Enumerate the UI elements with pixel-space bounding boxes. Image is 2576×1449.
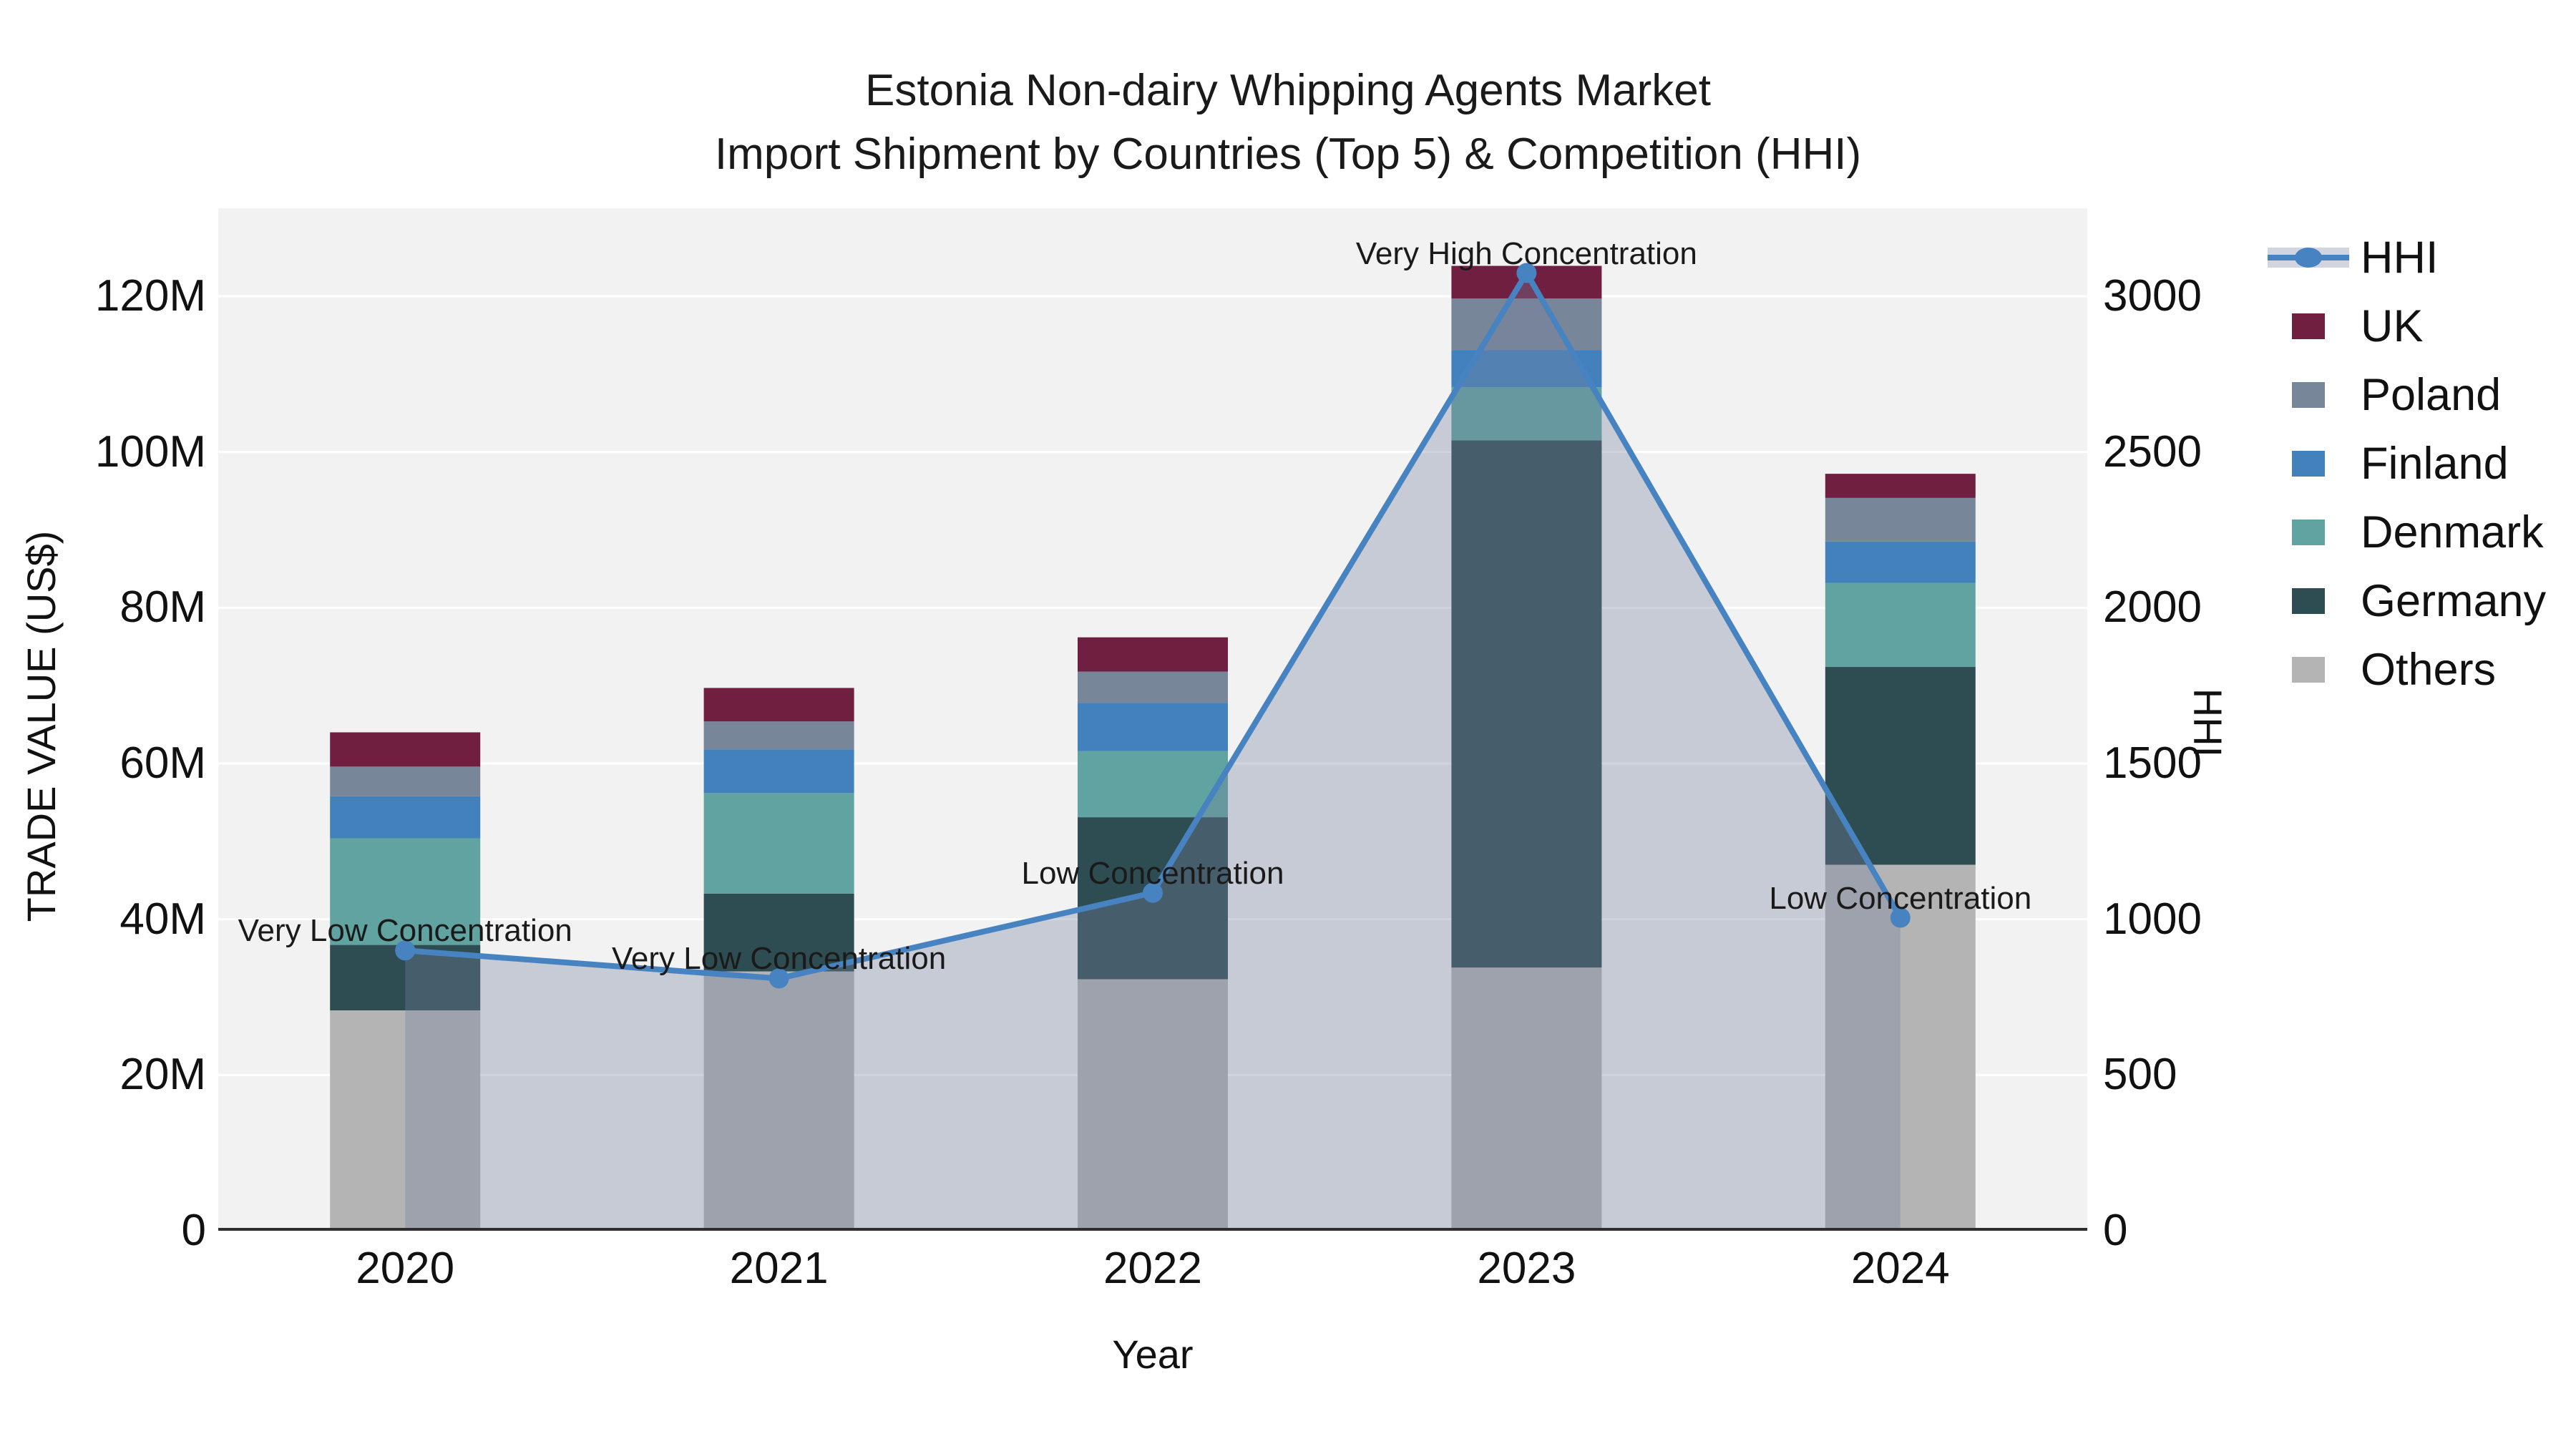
x-tick-label: 2020 xyxy=(356,1244,455,1293)
bar-segment-others-2022[interactable] xyxy=(1078,979,1228,1231)
hhi-marker-2024[interactable] xyxy=(1890,907,1911,928)
x-tick-label: 2022 xyxy=(1103,1244,1202,1293)
hhi-marker-2022[interactable] xyxy=(1143,882,1163,903)
bar-segment-denmark-2024[interactable] xyxy=(1825,582,1976,668)
bar-segment-uk-2021[interactable] xyxy=(703,688,854,722)
legend-label: HHI xyxy=(2361,233,2439,283)
bar-segment-denmark-2023[interactable] xyxy=(1451,387,1602,441)
bar-segment-denmark-2020[interactable] xyxy=(330,838,481,945)
bar-segment-others-2020[interactable] xyxy=(330,1010,481,1231)
y-axis-right-title: HHI xyxy=(2185,688,2230,758)
y-left-tick-label: 0 xyxy=(181,1206,206,1255)
hhi-marker-2021[interactable] xyxy=(769,968,789,989)
x-axis-title: Year xyxy=(1112,1332,1194,1377)
legend-label: Poland xyxy=(2361,370,2502,420)
y-left-tick-label: 20M xyxy=(119,1050,206,1100)
legend-label: Finland xyxy=(2361,439,2509,489)
uk-swatch-icon xyxy=(2265,313,2352,339)
germany-swatch-icon xyxy=(2265,588,2352,614)
chart-canvas[interactable] xyxy=(218,208,2087,1231)
bar-segment-poland-2022[interactable] xyxy=(1078,671,1228,703)
legend-label: Denmark xyxy=(2361,507,2544,557)
chart-title-line1: Estonia Non-dairy Whipping Agents Market xyxy=(864,66,1712,115)
legend-item-hhi[interactable]: HHI xyxy=(2265,223,2546,292)
x-tick-label: 2024 xyxy=(1850,1244,1950,1293)
legend-item-poland[interactable]: Poland xyxy=(2265,361,2546,429)
bar-segment-uk-2022[interactable] xyxy=(1078,637,1228,672)
x-tick-label: 2023 xyxy=(1477,1244,1576,1293)
hhi-area-fill xyxy=(405,273,1901,1231)
legend-item-denmark[interactable]: Denmark xyxy=(2265,498,2546,567)
legend-label: Germany xyxy=(2361,576,2547,626)
bar-segment-finland-2021[interactable] xyxy=(703,749,854,794)
legend: HHI UK Poland Finland Denmark Germany Ot… xyxy=(2265,223,2546,704)
y-right-tick-label: 0 xyxy=(2103,1206,2128,1255)
finland-swatch-icon xyxy=(2265,451,2352,477)
y-right-tick-label: 500 xyxy=(2103,1050,2177,1100)
y-right-tick-label: 1000 xyxy=(2103,894,2202,944)
y-left-tick-label: 100M xyxy=(94,426,206,477)
legend-label: Others xyxy=(2361,645,2497,695)
bar-segment-poland-2021[interactable] xyxy=(703,721,854,750)
legend-item-uk[interactable]: UK xyxy=(2265,292,2546,361)
bar-segment-germany-2021[interactable] xyxy=(703,893,854,972)
denmark-swatch-icon xyxy=(2265,519,2352,545)
others-swatch-icon xyxy=(2265,657,2352,683)
bar-segment-finland-2020[interactable] xyxy=(330,796,481,839)
bar-segment-others-2021[interactable] xyxy=(703,971,854,1231)
chart-title-line2: Import Shipment by Countries (Top 5) & C… xyxy=(714,130,1862,179)
legend-label: UK xyxy=(2361,301,2424,351)
poland-swatch-icon xyxy=(2265,382,2352,408)
legend-item-others[interactable]: Others xyxy=(2265,635,2546,704)
hhi-marker-2020[interactable] xyxy=(395,940,416,961)
bar-segment-finland-2024[interactable] xyxy=(1825,541,1976,583)
y-left-tick-label: 120M xyxy=(94,270,206,321)
bar-segment-poland-2024[interactable] xyxy=(1825,497,1976,542)
y-axis-left-title: TRADE VALUE (US$) xyxy=(19,530,64,922)
bar-segment-germany-2023[interactable] xyxy=(1451,440,1602,968)
bar-segment-uk-2020[interactable] xyxy=(330,732,481,767)
legend-item-finland[interactable]: Finland xyxy=(2265,429,2546,498)
legend-item-germany[interactable]: Germany xyxy=(2265,567,2546,635)
bar-segment-uk-2024[interactable] xyxy=(1825,474,1976,498)
bar-segment-others-2023[interactable] xyxy=(1451,967,1602,1231)
hhi-line-marker-icon xyxy=(2265,238,2352,278)
bar-segment-poland-2020[interactable] xyxy=(330,766,481,796)
hhi-marker-2023[interactable] xyxy=(1516,263,1537,283)
bar-segment-poland-2023[interactable] xyxy=(1451,298,1602,351)
bar-segment-denmark-2021[interactable] xyxy=(703,793,854,894)
x-tick-label: 2021 xyxy=(729,1244,829,1293)
bar-segment-finland-2022[interactable] xyxy=(1078,703,1228,751)
